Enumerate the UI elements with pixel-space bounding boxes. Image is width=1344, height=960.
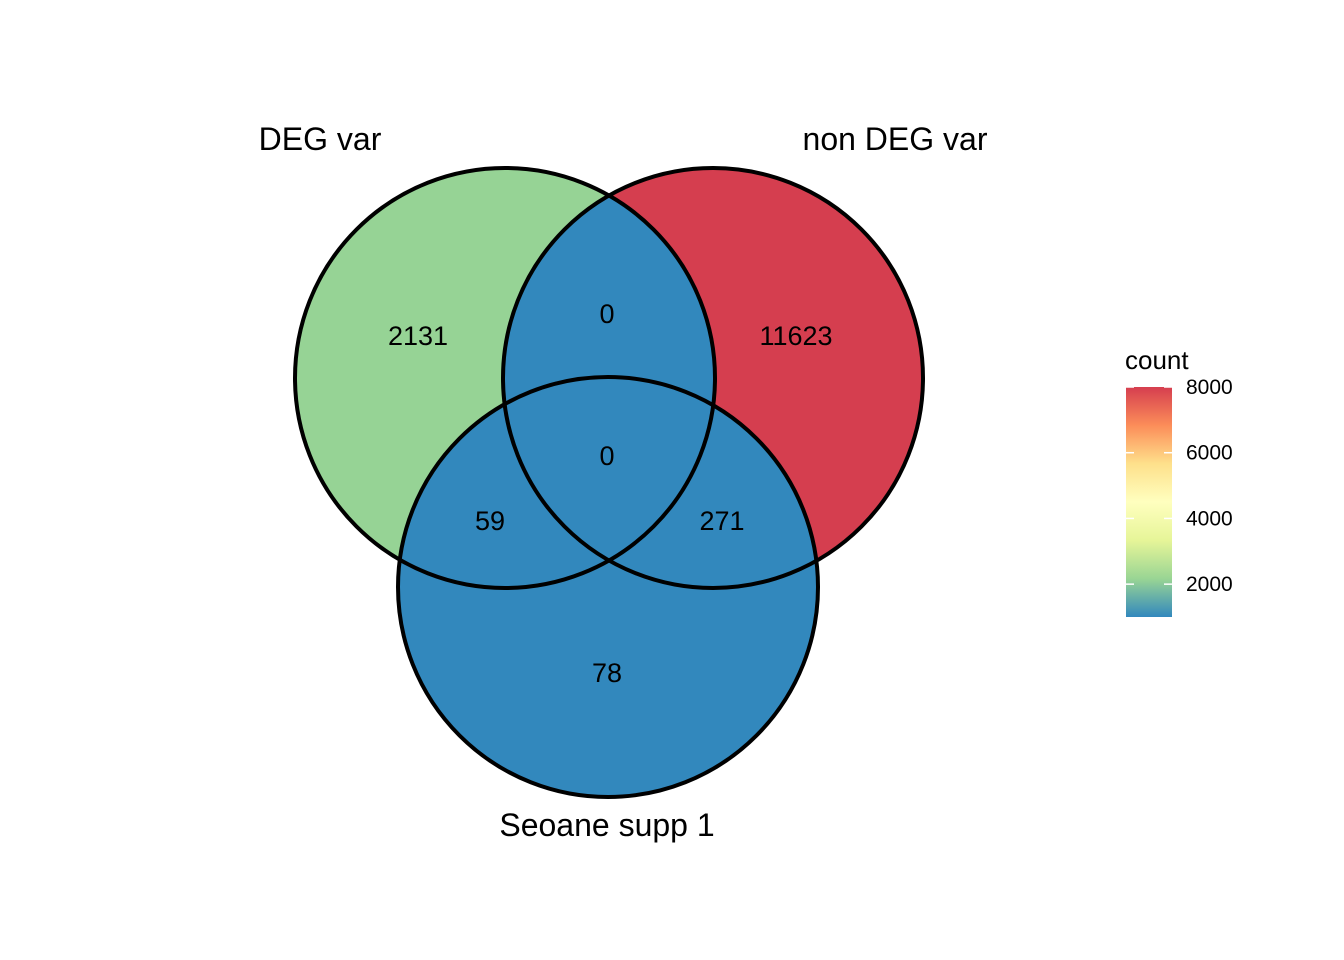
color-legend: count 2000 4000 6000 8000 (1125, 345, 1233, 617)
legend-title: count (1125, 345, 1189, 375)
legend-tick-label: 2000 (1186, 573, 1233, 596)
circle-deg-var (293, 166, 717, 590)
count-all-three-sets: 0 (599, 441, 614, 471)
legend-tick-label: 4000 (1186, 507, 1233, 530)
circle-seoane-supp-1 (396, 375, 820, 799)
count-deg-var-and-non-deg-var: 0 (599, 299, 614, 329)
region-fills (295, 168, 923, 797)
set-label-deg-var: DEG var (259, 121, 382, 157)
count-non-deg-var-only: 11623 (759, 321, 832, 351)
legend-color-bar (1126, 387, 1172, 617)
set-label-seoane-supp-1: Seoane supp 1 (499, 807, 714, 843)
count-non-deg-var-and-seoane-supp-1: 271 (699, 506, 744, 536)
set-label-non-deg-var: non DEG var (803, 121, 988, 157)
count-seoane-supp-1-only: 78 (592, 658, 622, 688)
legend-ticks: 2000 4000 6000 8000 (1126, 376, 1233, 596)
legend-tick-label: 8000 (1186, 376, 1233, 399)
circle-non-deg-var (501, 166, 925, 590)
legend-tick-label: 6000 (1186, 442, 1233, 465)
count-deg-var-only: 2131 (388, 321, 448, 351)
count-deg-var-and-seoane-supp-1: 59 (475, 506, 505, 536)
